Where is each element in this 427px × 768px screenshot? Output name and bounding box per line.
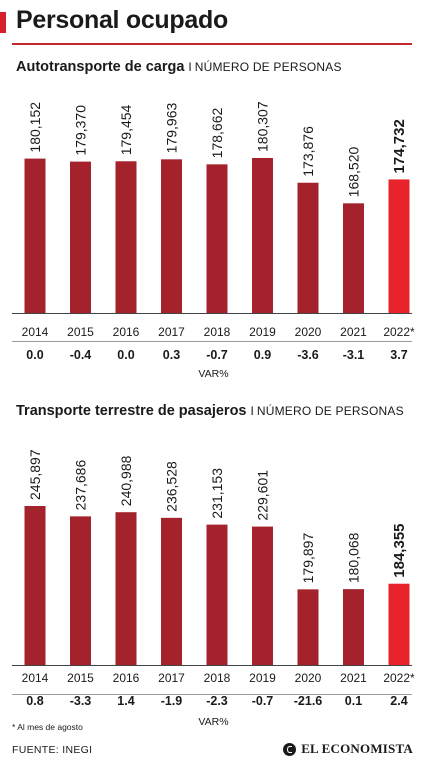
year-label: 2015 (67, 671, 94, 685)
var-value: -21.6 (294, 694, 323, 708)
var-label: VAR% (198, 368, 229, 380)
bar (297, 182, 319, 313)
year-label: 2019 (249, 671, 276, 685)
bar (115, 512, 137, 665)
year-label: 2014 (22, 325, 49, 339)
year-label: 2014 (22, 671, 49, 685)
bar (343, 203, 364, 313)
bar (388, 583, 410, 665)
var-value: 2.4 (390, 694, 407, 708)
year-label: 2022* (383, 671, 415, 685)
year-label: 2016 (113, 671, 140, 685)
bar (70, 161, 91, 313)
year-label: 2021 (340, 325, 367, 339)
bar (70, 516, 91, 665)
var-value: 0.0 (26, 348, 43, 362)
value-label: 179,370 (73, 105, 89, 156)
page-title: Personal ocupado (16, 6, 228, 34)
title-rule (12, 43, 412, 45)
value-label: 240,988 (118, 455, 134, 506)
value-label: 179,897 (300, 533, 316, 584)
publisher-logo: EL ECONOMISTA (283, 741, 413, 757)
year-label: 2019 (249, 325, 276, 339)
year-label: 2020 (295, 325, 322, 339)
year-label: 2018 (204, 671, 231, 685)
value-label: 180,307 (255, 101, 271, 152)
bar (297, 589, 319, 665)
year-label: 2018 (204, 325, 231, 339)
var-value: -0.7 (206, 348, 228, 362)
var-value: 0.0 (117, 348, 134, 362)
var-value: -2.3 (206, 694, 228, 708)
value-label: 184,355 (391, 523, 408, 577)
title-separator: I (250, 404, 254, 418)
value-label: 168,520 (346, 147, 362, 198)
bar (343, 589, 364, 665)
logo-text: EL ECONOMISTA (301, 741, 413, 756)
year-label: 2016 (113, 325, 140, 339)
var-value: 0.3 (163, 348, 180, 362)
year-label: 2017 (158, 325, 185, 339)
value-label: 236,528 (164, 461, 180, 512)
bar (161, 159, 182, 313)
row-divider (12, 694, 412, 695)
var-value: 1.4 (117, 694, 134, 708)
year-label: 2021 (340, 671, 367, 685)
year-label: 2017 (158, 671, 185, 685)
title-accent-mark (0, 12, 6, 33)
chart-baseline (12, 313, 412, 314)
var-value: 3.7 (390, 348, 407, 362)
row-divider (12, 341, 412, 342)
var-value: 0.9 (254, 348, 271, 362)
bar (252, 158, 273, 313)
year-label: 2015 (67, 325, 94, 339)
var-label: VAR% (198, 716, 229, 728)
bar (388, 179, 410, 313)
footnote: * Al mes de agosto (12, 722, 83, 732)
var-value: -3.1 (343, 348, 365, 362)
source-note: FUENTE: INEGI (12, 744, 93, 756)
bar (206, 524, 228, 665)
value-label: 173,876 (300, 126, 316, 177)
chart-heading: Autotransporte de carga I NÚMERO DE PERSON… (16, 58, 342, 76)
var-value: -0.7 (252, 694, 274, 708)
value-label: 245,897 (27, 449, 43, 500)
bar (24, 506, 46, 665)
value-label: 229,601 (255, 470, 271, 521)
bar (206, 164, 228, 313)
bar (252, 526, 273, 665)
var-value: 0.8 (26, 694, 43, 708)
value-label: 180,068 (346, 532, 362, 583)
chart-unit: NÚMERO DE PERSONAS (194, 60, 342, 74)
var-value: -1.9 (161, 694, 183, 708)
title-separator: I (188, 60, 192, 74)
bar (24, 158, 46, 313)
bar-chart-autotransporte-carga: 180,152 2014 0.0 179,370 2015 -0.4 179,454 2016… (22, 101, 415, 362)
year-label: 2020 (295, 671, 322, 685)
var-value: 0.1 (345, 694, 362, 708)
var-value: -3.3 (70, 694, 92, 708)
value-label: 174,732 (391, 119, 408, 173)
chart-unit: NÚMERO DE PERSONAS (256, 404, 404, 418)
value-label: 178,662 (209, 108, 225, 159)
value-label: 179,963 (164, 103, 180, 154)
value-label: 231,153 (209, 468, 225, 519)
bar (115, 161, 137, 313)
chart-title: Transporte terrestre de pasajeros (16, 403, 247, 419)
bar (161, 517, 182, 665)
var-value: -0.4 (70, 348, 92, 362)
chart-title: Autotransporte de carga (16, 59, 185, 75)
chart-baseline (12, 665, 412, 666)
value-label: 179,454 (118, 104, 134, 155)
value-label: 180,152 (27, 102, 43, 153)
bar-chart-transporte-pasajeros: 245,897 2014 0.8 237,686 2015 -3.3 240,988 2016… (22, 449, 415, 708)
var-value: -3.6 (297, 348, 319, 362)
value-label: 237,686 (73, 460, 89, 511)
year-label: 2022* (383, 325, 415, 339)
chart-heading: Transporte terrestre de pasajeros I NÚMERO… (16, 402, 404, 420)
logo-icon (283, 742, 297, 756)
